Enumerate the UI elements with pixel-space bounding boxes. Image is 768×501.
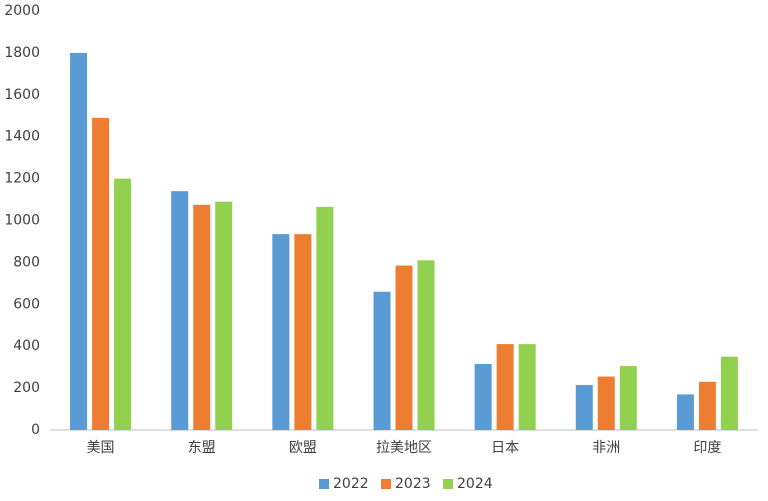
legend-label: 2022	[333, 476, 369, 492]
bar	[395, 265, 413, 430]
bar	[114, 178, 132, 430]
bar	[417, 260, 435, 430]
x-tick-label: 非洲	[592, 440, 620, 456]
legend-swatch	[443, 479, 453, 489]
bar	[316, 206, 334, 430]
bar	[70, 52, 88, 431]
bar	[193, 204, 211, 430]
bar	[496, 344, 514, 430]
bar	[518, 344, 536, 430]
y-tick-label: 1800	[4, 45, 40, 61]
y-tick-label: 200	[13, 380, 40, 396]
bar	[698, 381, 716, 430]
x-tick-label: 印度	[693, 440, 721, 456]
y-tick-label: 1400	[4, 129, 40, 145]
legend-label: 2024	[457, 476, 493, 492]
bar	[720, 356, 738, 430]
bar	[171, 191, 189, 430]
bar	[215, 201, 233, 430]
bar	[474, 364, 492, 430]
bar	[294, 234, 312, 430]
y-tick-label: 2000	[4, 3, 40, 19]
legend-swatch	[319, 479, 329, 489]
x-tick-label: 东盟	[188, 440, 216, 456]
y-tick-label: 1600	[4, 87, 40, 103]
y-tick-label: 600	[13, 296, 40, 312]
bar	[373, 291, 391, 430]
y-tick-label: 1000	[4, 213, 40, 229]
x-tick-label: 欧盟	[289, 440, 317, 456]
y-tick-label: 800	[13, 254, 40, 270]
bar	[272, 234, 290, 430]
bar	[575, 384, 593, 430]
y-tick-label: 1200	[4, 171, 40, 187]
x-tick-label: 美国	[87, 440, 115, 456]
bar	[597, 376, 615, 430]
legend-label: 2023	[395, 476, 431, 492]
bar	[676, 394, 694, 430]
x-tick-label: 日本	[491, 440, 519, 456]
x-tick-label: 拉美地区	[376, 440, 432, 456]
bar	[619, 366, 637, 430]
y-tick-label: 0	[31, 422, 40, 438]
legend-swatch	[381, 479, 391, 489]
bar	[92, 117, 110, 430]
y-tick-label: 400	[13, 338, 40, 354]
